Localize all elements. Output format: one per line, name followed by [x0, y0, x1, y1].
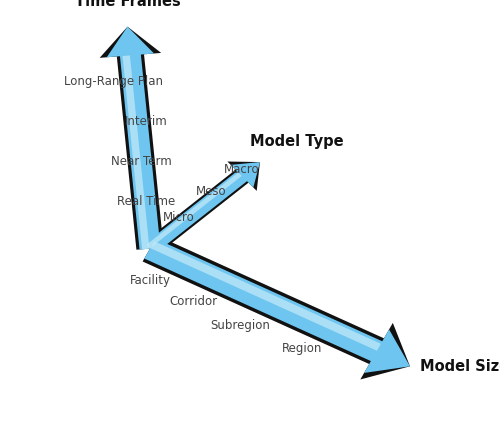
FancyArrow shape	[107, 27, 160, 250]
Text: Long-Range Plan: Long-Range Plan	[64, 75, 163, 88]
Text: Time Frames: Time Frames	[74, 0, 180, 9]
Text: Corridor: Corridor	[170, 295, 218, 308]
Text: Model Size: Model Size	[420, 359, 500, 374]
Text: Near Term: Near Term	[110, 155, 172, 168]
Text: Real Time: Real Time	[117, 195, 176, 208]
FancyArrow shape	[144, 239, 410, 373]
Text: Facility: Facility	[130, 274, 171, 287]
Text: Interim: Interim	[124, 115, 168, 128]
FancyArrow shape	[122, 56, 150, 249]
FancyArrow shape	[144, 162, 260, 255]
Text: Micro: Micro	[162, 211, 194, 225]
FancyArrow shape	[150, 241, 381, 351]
FancyArrow shape	[145, 162, 260, 254]
Text: Model Type: Model Type	[250, 134, 344, 149]
Text: Subregion: Subregion	[210, 319, 270, 332]
FancyArrow shape	[100, 27, 164, 250]
Text: Macro: Macro	[224, 163, 260, 176]
FancyArrow shape	[146, 172, 242, 248]
FancyArrow shape	[142, 236, 410, 380]
Text: Region: Region	[282, 342, 322, 355]
Text: Meso: Meso	[196, 186, 226, 198]
